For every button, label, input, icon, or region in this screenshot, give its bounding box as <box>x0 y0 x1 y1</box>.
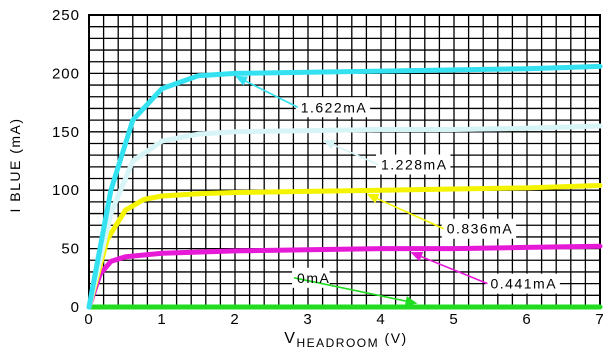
annotation-box <box>295 97 371 118</box>
series-layer <box>86 63 603 310</box>
x-axis-label-rest: (V) <box>379 330 408 346</box>
annotation-label: 0.441mA <box>491 276 558 292</box>
annotation-label: 1.622mA <box>301 99 368 115</box>
annotation-label: 0.836mA <box>447 221 514 237</box>
y-tick-label: 150 <box>52 124 80 141</box>
x-tick-label: 1 <box>157 311 166 328</box>
annotation-1: 1.228mA <box>322 139 451 175</box>
annotation-4: 0mA <box>292 267 418 306</box>
grid <box>89 15 600 307</box>
x-tick-label: 3 <box>303 311 312 328</box>
annotation-label: 1.228mA <box>381 157 448 173</box>
y-tick-label: 50 <box>61 241 80 258</box>
annotation-arrow-line <box>333 144 379 166</box>
x-tick-label: 6 <box>522 311 531 328</box>
annotation-box <box>441 218 517 239</box>
annotation-arrow-line <box>245 80 299 108</box>
y-tick-label: 100 <box>52 182 80 199</box>
series-line-1 <box>86 123 603 310</box>
annotation-arrow-line <box>293 277 406 302</box>
y-axis-label: I BLUE (mA) <box>7 117 23 212</box>
x-axis-label-sub: HEADROOM <box>296 336 379 350</box>
annotation-3: 0.441mA <box>410 252 560 294</box>
annotation-label: 0mA <box>297 270 330 286</box>
annotation-arrow-head <box>235 75 248 86</box>
annotations: 1.622mA 1.228mA 0.836mA 0.441mA 0mA <box>235 75 560 306</box>
y-tick-label: 200 <box>52 65 80 82</box>
x-axis-label: VHEADROOM (V) <box>284 330 407 350</box>
series-line-3 <box>86 243 603 310</box>
x-tick-label: 4 <box>376 311 385 328</box>
annotation-2: 0.836mA <box>366 193 517 239</box>
annotation-arrow-head <box>404 296 418 306</box>
x-tick-label: 5 <box>449 311 458 328</box>
x-axis-label-main: V <box>284 330 296 347</box>
x-tick-label: 2 <box>230 311 239 328</box>
x-tick-label: 7 <box>595 311 604 328</box>
annotation-arrow-line <box>421 255 488 285</box>
x-tick-label: 0 <box>84 311 93 328</box>
series-line-2 <box>86 183 603 310</box>
series-line-0 <box>86 63 603 310</box>
annotation-box <box>485 273 560 294</box>
y-tick-label: 0 <box>71 299 80 316</box>
axis-ticks: 0 1 2 3 4 5 6 7 0 50 100 150 200 250 <box>52 7 604 328</box>
annotation-arrow-line <box>376 197 445 230</box>
y-tick-label: 250 <box>52 7 80 24</box>
annotation-arrow-head <box>322 139 336 150</box>
annotation-box <box>376 154 451 175</box>
annotation-arrow-head <box>366 193 380 204</box>
annotation-0: 1.622mA <box>235 75 371 118</box>
annotation-arrow-head <box>410 252 424 262</box>
